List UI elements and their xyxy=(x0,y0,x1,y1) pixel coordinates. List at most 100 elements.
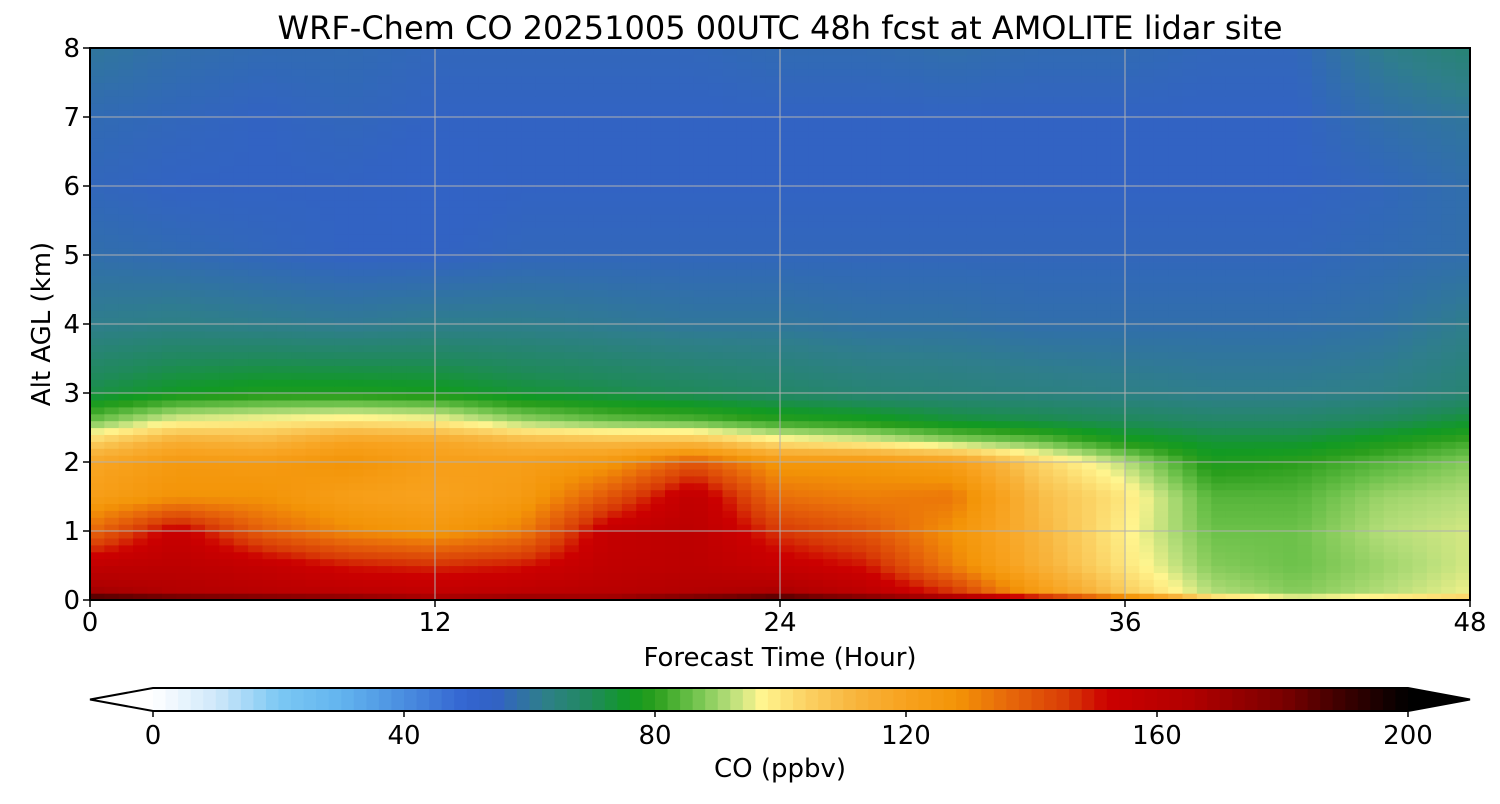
heatmap-cell xyxy=(348,448,364,456)
heatmap-cell xyxy=(133,448,149,456)
heatmap-cell xyxy=(506,54,522,63)
heatmap-cell xyxy=(406,510,422,518)
heatmap-cell xyxy=(607,503,623,511)
heatmap-cell xyxy=(262,448,278,456)
heatmap-cell xyxy=(736,406,752,415)
heatmap-cell xyxy=(564,227,580,235)
heatmap-cell xyxy=(262,406,278,415)
heatmap-cell xyxy=(363,158,379,166)
heatmap-cell xyxy=(535,399,551,408)
heatmap-cell xyxy=(751,89,767,97)
heatmap-cell xyxy=(334,510,350,518)
heatmap-cell xyxy=(348,406,364,415)
heatmap-cell xyxy=(952,475,968,484)
heatmap-cell xyxy=(808,565,824,573)
heatmap-cell xyxy=(895,586,910,594)
heatmap-cell xyxy=(880,406,896,415)
heatmap-cell xyxy=(535,179,551,187)
heatmap-cell xyxy=(780,137,795,146)
heatmap-cell xyxy=(406,572,422,580)
heatmap-cell xyxy=(176,462,192,470)
heatmap-cell xyxy=(190,110,206,118)
heatmap-cell xyxy=(190,468,206,477)
heatmap-cell xyxy=(895,61,910,70)
heatmap-cell xyxy=(880,275,896,284)
heatmap-cell xyxy=(851,248,867,256)
heatmap-cell xyxy=(161,379,177,387)
heatmap-cell xyxy=(176,151,192,159)
heatmap-cell xyxy=(665,586,680,594)
heatmap-cell xyxy=(90,227,105,235)
heatmap-cell xyxy=(880,130,896,139)
heatmap-cell xyxy=(420,324,436,332)
heatmap-cell xyxy=(751,192,767,201)
heatmap-cell xyxy=(607,48,623,56)
heatmap-cell xyxy=(463,475,479,484)
heatmap-cell xyxy=(880,144,896,153)
heatmap-cell xyxy=(938,413,954,422)
heatmap-cell xyxy=(420,241,436,249)
heatmap-cell xyxy=(219,220,235,228)
heatmap-cell xyxy=(851,448,867,456)
heatmap-cell xyxy=(478,420,494,429)
heatmap-cell xyxy=(837,54,853,63)
heatmap-cell xyxy=(506,572,522,580)
heatmap-cell xyxy=(636,468,652,477)
heatmap-cell xyxy=(736,358,752,366)
heatmap-cell xyxy=(262,144,278,153)
heatmap-cell xyxy=(650,503,666,511)
heatmap-cell xyxy=(291,289,307,297)
heatmap-cell xyxy=(147,551,163,560)
heatmap-cell xyxy=(621,48,637,56)
heatmap-cell xyxy=(550,537,565,546)
heatmap-cell xyxy=(478,579,494,587)
heatmap-cell xyxy=(363,572,379,580)
heatmap-cell xyxy=(104,61,120,70)
heatmap-cell xyxy=(593,372,609,380)
heatmap-cell xyxy=(305,572,321,580)
heatmap-cell xyxy=(176,144,192,153)
heatmap-cell xyxy=(133,234,149,242)
heatmap-cell xyxy=(506,282,522,291)
heatmap-cell xyxy=(895,427,910,435)
heatmap-cell xyxy=(291,261,307,270)
heatmap-cell xyxy=(420,489,436,498)
heatmap-cell xyxy=(506,420,522,429)
heatmap-cell xyxy=(966,61,982,70)
heatmap-cell xyxy=(650,537,666,546)
heatmap-cell xyxy=(751,261,767,270)
heatmap-cell xyxy=(406,413,422,422)
heatmap-cell xyxy=(966,420,982,429)
heatmap-cell xyxy=(147,275,163,284)
heatmap-cell xyxy=(794,179,810,187)
heatmap-cell xyxy=(722,275,738,284)
heatmap-cell xyxy=(276,75,292,84)
heatmap-cell xyxy=(837,227,853,235)
heatmap-cell xyxy=(276,186,292,194)
heatmap-cell xyxy=(506,386,522,394)
heatmap-cell xyxy=(780,544,795,553)
heatmap-cell xyxy=(492,296,508,304)
heatmap-cell xyxy=(435,310,450,318)
heatmap-cell xyxy=(205,572,220,580)
heatmap-cell xyxy=(463,482,479,491)
heatmap-cell xyxy=(650,82,666,90)
heatmap-cell xyxy=(665,537,680,546)
heatmap-cell xyxy=(851,551,867,560)
heatmap-cell xyxy=(650,96,666,104)
heatmap-cell xyxy=(550,448,565,456)
heatmap-cell xyxy=(391,296,407,304)
heatmap-cell xyxy=(866,551,882,560)
heatmap-cell xyxy=(248,531,264,539)
heatmap-cell xyxy=(363,137,379,146)
heatmap-cell xyxy=(837,123,853,132)
heatmap-cell xyxy=(391,213,407,222)
heatmap-cell xyxy=(262,186,278,194)
heatmap-cell xyxy=(938,158,954,166)
heatmap-cell xyxy=(478,206,494,215)
heatmap-cell xyxy=(578,531,594,539)
heatmap-cell xyxy=(550,462,565,470)
heatmap-cell xyxy=(377,593,393,600)
heatmap-cell xyxy=(133,468,149,477)
heatmap-cell xyxy=(262,234,278,242)
